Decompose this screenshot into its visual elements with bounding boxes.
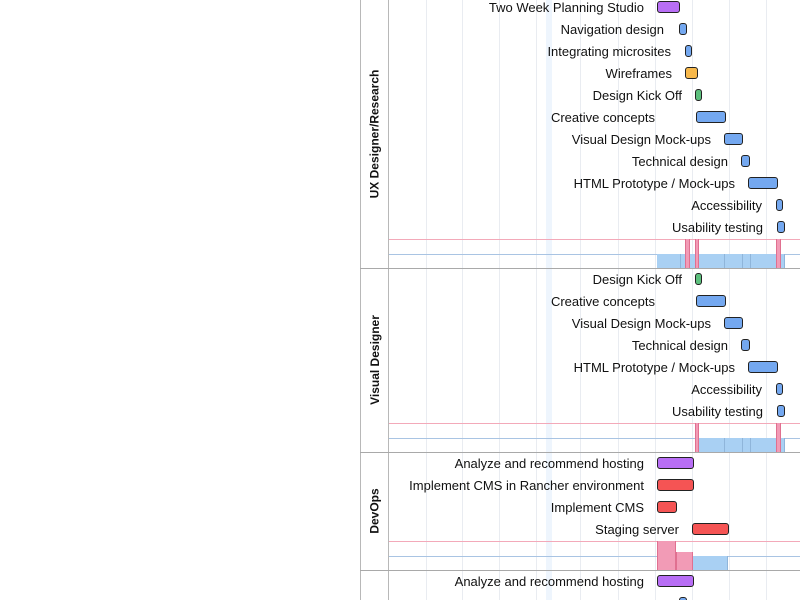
task-bar[interactable] <box>741 339 750 351</box>
task-bar[interactable] <box>657 1 680 13</box>
grid-line <box>655 0 656 600</box>
task-bar[interactable] <box>657 575 694 587</box>
task-label: Creative concepts <box>550 294 655 309</box>
task-bar[interactable] <box>685 45 692 57</box>
task-label: Implement CMS in Rancher environment <box>409 478 644 493</box>
task-label: Wireframes <box>605 66 672 81</box>
task-bar[interactable] <box>657 501 677 513</box>
group-label-devops: DevOps <box>367 488 382 534</box>
task-bar[interactable] <box>695 273 702 285</box>
grid-line <box>618 0 619 600</box>
task-label: Analyze and recommend hosting <box>454 574 644 589</box>
histogram-divider <box>750 254 751 268</box>
task-bar[interactable] <box>679 23 687 35</box>
grid-line <box>499 0 500 600</box>
histogram-divider <box>742 254 743 268</box>
task-bar[interactable] <box>692 523 729 535</box>
overload-spike <box>676 552 693 570</box>
overload-spike <box>695 239 699 268</box>
overload-spike <box>776 239 781 268</box>
histogram-limit-line <box>389 239 800 240</box>
grid-line <box>766 0 767 600</box>
overload-spike <box>695 423 699 452</box>
overload-spike <box>776 423 781 452</box>
histogram-divider <box>750 438 751 452</box>
workload-histogram <box>697 438 785 452</box>
task-bar[interactable] <box>748 361 778 373</box>
task-bar[interactable] <box>695 89 702 101</box>
group-label-ux-designer-research: UX Designer/Research <box>367 69 382 199</box>
task-label: Accessibility <box>691 382 762 397</box>
grid-line <box>692 0 693 600</box>
histogram-baseline <box>389 254 800 255</box>
histogram-limit-line <box>389 541 800 542</box>
task-label: Navigation design <box>560 22 664 37</box>
task-label: Analyze and recommend hosting <box>454 456 644 471</box>
task-bar[interactable] <box>696 295 726 307</box>
histogram-divider <box>680 254 681 268</box>
task-label: Visual Design Mock-ups <box>571 316 711 331</box>
task-bar[interactable] <box>724 317 743 329</box>
task-bar[interactable] <box>657 479 694 491</box>
group-separator <box>360 570 800 571</box>
workload-histogram <box>693 556 728 570</box>
task-label: Technical design <box>631 338 728 353</box>
task-label: Visual Design Mock-ups <box>571 132 711 147</box>
task-label: Creative concepts <box>550 110 655 125</box>
grid-line <box>536 0 537 600</box>
group-label-visual-designer: Visual Designer <box>367 315 382 405</box>
group-label-column <box>360 0 389 600</box>
task-label: HTML Prototype / Mock-ups <box>573 360 735 375</box>
group-separator <box>360 452 800 453</box>
grid-line <box>462 0 463 600</box>
task-bar[interactable] <box>679 597 687 600</box>
grid-line <box>729 0 730 600</box>
task-bar[interactable] <box>724 133 743 145</box>
task-bar[interactable] <box>696 111 726 123</box>
task-label: Design Kick Off <box>592 272 682 287</box>
task-bar[interactable] <box>776 199 783 211</box>
grid-line <box>426 0 427 600</box>
histogram-limit-line <box>389 423 800 424</box>
task-label: Usability testing <box>671 404 763 419</box>
task-bar[interactable] <box>748 177 778 189</box>
histogram-divider <box>742 438 743 452</box>
task-label: Integrating microsites <box>547 44 671 59</box>
task-label: Technical design <box>631 154 728 169</box>
overload-spike <box>657 541 676 570</box>
task-bar[interactable] <box>741 155 750 167</box>
task-label: Staging server <box>595 522 679 537</box>
task-bar[interactable] <box>777 405 785 417</box>
histogram-baseline <box>389 438 800 439</box>
task-label: Implement CMS <box>550 500 644 515</box>
task-bar[interactable] <box>776 383 783 395</box>
task-bar[interactable] <box>657 457 694 469</box>
grid-line <box>580 0 581 600</box>
today-marker <box>546 0 552 600</box>
overload-spike <box>685 239 690 268</box>
task-label: Design Kick Off <box>592 88 682 103</box>
task-label: Accessibility <box>691 198 762 213</box>
task-label: HTML Prototype / Mock-ups <box>573 176 735 191</box>
task-label: Two Week Planning Studio <box>488 0 644 15</box>
group-separator <box>360 268 800 269</box>
task-bar[interactable] <box>685 67 698 79</box>
task-label: Usability testing <box>671 220 763 235</box>
group-label-partial <box>360 570 389 600</box>
histogram-divider <box>724 438 725 452</box>
blank-left-area <box>0 0 360 600</box>
histogram-baseline <box>389 556 800 557</box>
histogram-divider <box>724 254 725 268</box>
workload-histogram <box>657 254 785 268</box>
task-bar[interactable] <box>777 221 785 233</box>
